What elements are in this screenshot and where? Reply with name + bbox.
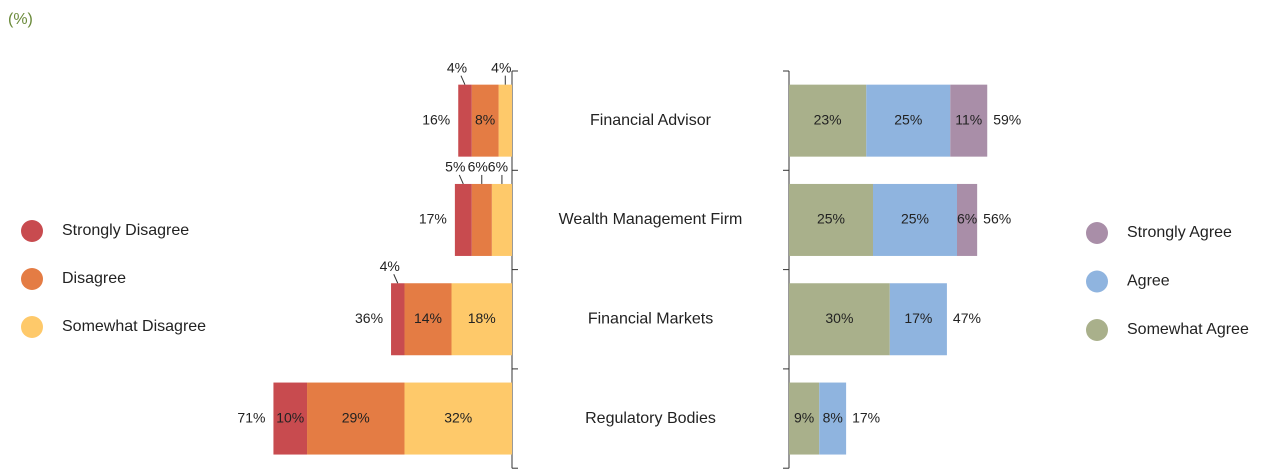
leader-line: [393, 274, 399, 284]
subtitle: (%): [8, 11, 33, 28]
total-label: 56%: [983, 211, 1011, 227]
value-label: 4%: [447, 59, 467, 75]
total-label: 36%: [355, 310, 383, 326]
leader-line: [458, 174, 464, 185]
legend-swatch: [21, 268, 43, 290]
bar-segment: [789, 84, 867, 157]
bar-segment: [950, 84, 988, 157]
bar-segment: [819, 382, 847, 455]
legend-swatch: [1086, 222, 1108, 244]
bar-segment: [889, 283, 947, 356]
value-label: 4%: [380, 258, 400, 274]
value-label: 5%: [445, 159, 465, 175]
value-label: 18%: [468, 310, 496, 326]
bar-segment: [789, 283, 890, 356]
bar-segment: [451, 283, 512, 356]
value-label: 8%: [475, 111, 495, 127]
legend-label: Somewhat Disagree: [62, 318, 206, 335]
bar-segment: [471, 183, 492, 256]
legend-label: Disagree: [62, 270, 126, 287]
category-label: Financial Advisor: [590, 112, 712, 129]
value-label: 25%: [817, 211, 845, 227]
value-label: 6%: [488, 159, 508, 175]
category-label: Wealth Management Firm: [559, 211, 743, 228]
total-label: 47%: [953, 310, 981, 326]
value-label: 17%: [904, 310, 932, 326]
bar-segment: [404, 382, 512, 455]
value-label: 25%: [894, 111, 922, 127]
value-label: 14%: [414, 310, 442, 326]
bar-segment: [789, 382, 820, 455]
bar-segment: [391, 283, 405, 356]
legend-label: Agree: [1127, 273, 1170, 290]
bar-segment: [471, 84, 499, 157]
bar-segment: [873, 183, 957, 256]
value-label: 8%: [823, 409, 843, 425]
category-label: Regulatory Bodies: [585, 410, 716, 427]
legend-label: Strongly Disagree: [62, 222, 189, 239]
total-label: 17%: [419, 211, 447, 227]
legend-swatch: [21, 316, 43, 338]
legend-label: Somewhat Agree: [1127, 321, 1249, 338]
total-label: 16%: [422, 111, 450, 127]
leader-line: [460, 75, 466, 85]
legend-swatch: [1086, 270, 1108, 293]
value-label: 6%: [957, 211, 977, 227]
bar-segment: [957, 183, 978, 256]
bar-segment: [404, 283, 452, 356]
total-label: 71%: [237, 409, 265, 425]
bar-segment: [454, 183, 472, 256]
value-label: 11%: [955, 111, 982, 127]
bar-segment: [491, 183, 512, 256]
bar-segment: [498, 84, 512, 157]
bar-segment: [273, 382, 308, 455]
category-label: Financial Markets: [588, 310, 713, 327]
value-label: 30%: [825, 310, 853, 326]
value-label: 25%: [901, 211, 929, 227]
value-label: 10%: [276, 409, 304, 425]
total-label: 17%: [852, 409, 880, 425]
value-label: 6%: [468, 159, 488, 175]
bar-segment: [789, 183, 873, 256]
value-label: 4%: [491, 59, 511, 75]
legend-swatch: [21, 220, 43, 242]
bar-segment: [866, 84, 951, 157]
total-label: 59%: [993, 111, 1021, 127]
legend-label: Strongly Agree: [1127, 224, 1232, 241]
value-label: 23%: [814, 111, 842, 127]
legend-swatch: [1086, 319, 1108, 341]
value-label: 9%: [794, 409, 814, 425]
bar-segment: [307, 382, 405, 455]
value-label: 32%: [444, 409, 472, 425]
value-label: 29%: [342, 409, 370, 425]
bar-segment: [458, 84, 472, 157]
